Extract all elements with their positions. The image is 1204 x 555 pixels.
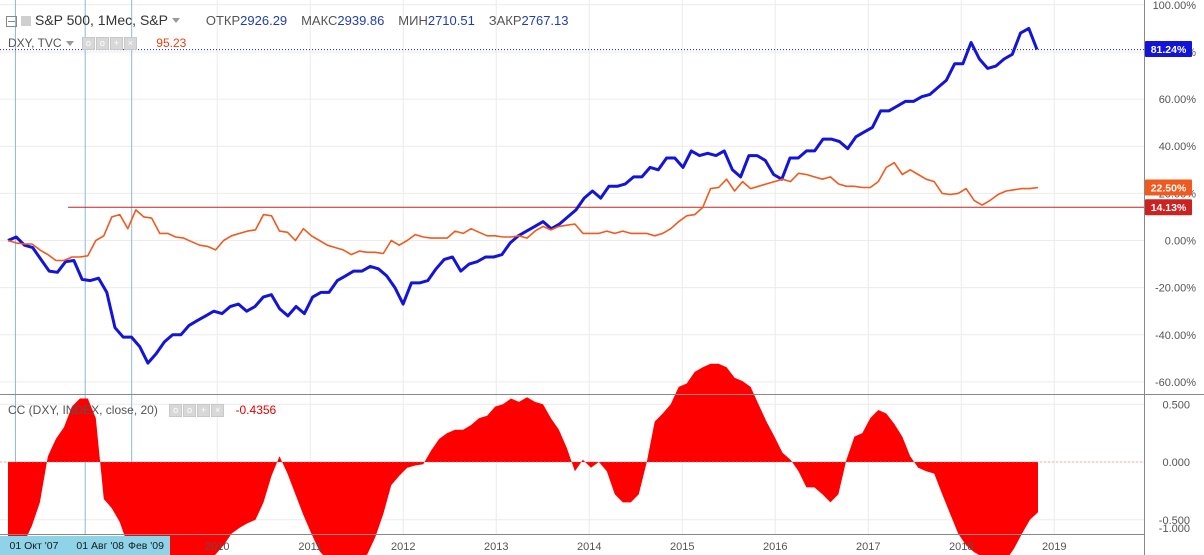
price-tag [1145, 199, 1192, 216]
low-label: МИН [398, 13, 428, 28]
date-marker-bg [0, 536, 170, 555]
indicator-tick-label: -1.000 [1159, 523, 1190, 535]
price-tick-label: -20.00% [1155, 283, 1196, 295]
indicator-legend: CC (DXY, INDEX, close, 20) o o + × -0.4356 [8, 403, 277, 418]
chevron-down-icon[interactable] [65, 40, 74, 46]
close-icon[interactable]: × [211, 404, 225, 418]
series-layer [0, 26, 1144, 365]
low-value: 2710.51 [427, 13, 475, 28]
dxy-series-line [7, 161, 1039, 262]
high-value: 2939.86 [337, 13, 385, 28]
price-tag [1145, 179, 1192, 196]
collapse-icon[interactable] [6, 15, 17, 27]
price-tag-label: 22.50% [1151, 182, 1187, 194]
date-marker-label: 01 Окт '07 [10, 540, 59, 552]
price-tick-label: -40.00% [1155, 330, 1196, 342]
time-axis[interactable]: 2010 2011 2012 2013 2014 2015 2016 2017 2018 2019… [0, 536, 1066, 555]
indicator-tick-label: -0.500 [1159, 515, 1190, 527]
time-tick-label: 2014 [577, 541, 601, 553]
price-tick-label: 40.00% [1159, 141, 1197, 153]
symbol-title[interactable]: S&P 500, 1Мес, S&P [35, 12, 168, 28]
indicator-tick-label: 0.000 [1162, 457, 1190, 469]
visibility-icon[interactable]: o [169, 404, 183, 418]
close-icon[interactable]: × [123, 37, 137, 51]
correlation-area [0, 363, 1144, 555]
price-tick-label: 60.00% [1159, 94, 1197, 106]
time-tick-label: 2017 [856, 541, 880, 553]
time-tick-label: 2011 [298, 541, 322, 553]
compare-legend: DXY, TVC o o + × 95.23 [8, 36, 187, 51]
time-tick-label: 2018 [949, 541, 973, 553]
indicator-tick-label: 0.500 [1162, 399, 1190, 411]
time-tick-label: 2019 [1042, 541, 1066, 553]
date-marker-label: 01 Авг '08 [76, 540, 124, 552]
indicator-value: -0.4356 [235, 403, 277, 417]
main-legend: S&P 500, 1Мес, S&P ОТКР2926.29 МАКС2939.… [6, 12, 569, 28]
chevron-down-icon[interactable] [171, 18, 180, 24]
time-tick-label: 2010 [205, 541, 229, 553]
compare-value: 95.23 [156, 36, 187, 50]
visibility-icon[interactable]: o [81, 37, 95, 51]
time-tick-label: 2013 [484, 541, 508, 553]
high-label: МАКС [301, 13, 338, 28]
price-tags: 81.24% 22.50% 14.13% [1145, 41, 1192, 216]
add-icon[interactable]: + [109, 37, 123, 51]
settings-icon[interactable]: o [183, 404, 197, 418]
symbol-icon [21, 16, 31, 27]
close-value: 2767.13 [521, 13, 569, 28]
time-tick-label: 2016 [763, 541, 787, 553]
close-label: ЗАКР [488, 13, 522, 28]
spx-series-line [7, 26, 1039, 365]
open-value: 2926.29 [240, 13, 288, 28]
settings-icon[interactable]: o [95, 37, 109, 51]
date-marker-label: Фев '09 [128, 540, 164, 552]
price-tick-label: 0.00% [1165, 236, 1196, 248]
price-tag-label: 14.13% [1151, 202, 1187, 214]
open-label: ОТКР [205, 13, 241, 28]
price-tick-label: -60.00% [1155, 377, 1196, 389]
add-icon[interactable]: + [197, 404, 211, 418]
time-tick-label: 2015 [670, 541, 694, 553]
price-tag [1145, 41, 1192, 58]
price-tag-label: 81.24% [1151, 44, 1187, 56]
time-tick-label: 2012 [391, 541, 415, 553]
indicator-title[interactable]: CC (DXY, INDEX, close, 20) [8, 403, 158, 417]
indicator-axis[interactable]: 0.500 0.000 -0.500-1.000 [1159, 399, 1190, 535]
correlation-fill [8, 363, 1038, 555]
compare-symbol[interactable]: DXY, TVC [8, 36, 62, 50]
price-tick-label: 100.00% [1153, 0, 1197, 12]
